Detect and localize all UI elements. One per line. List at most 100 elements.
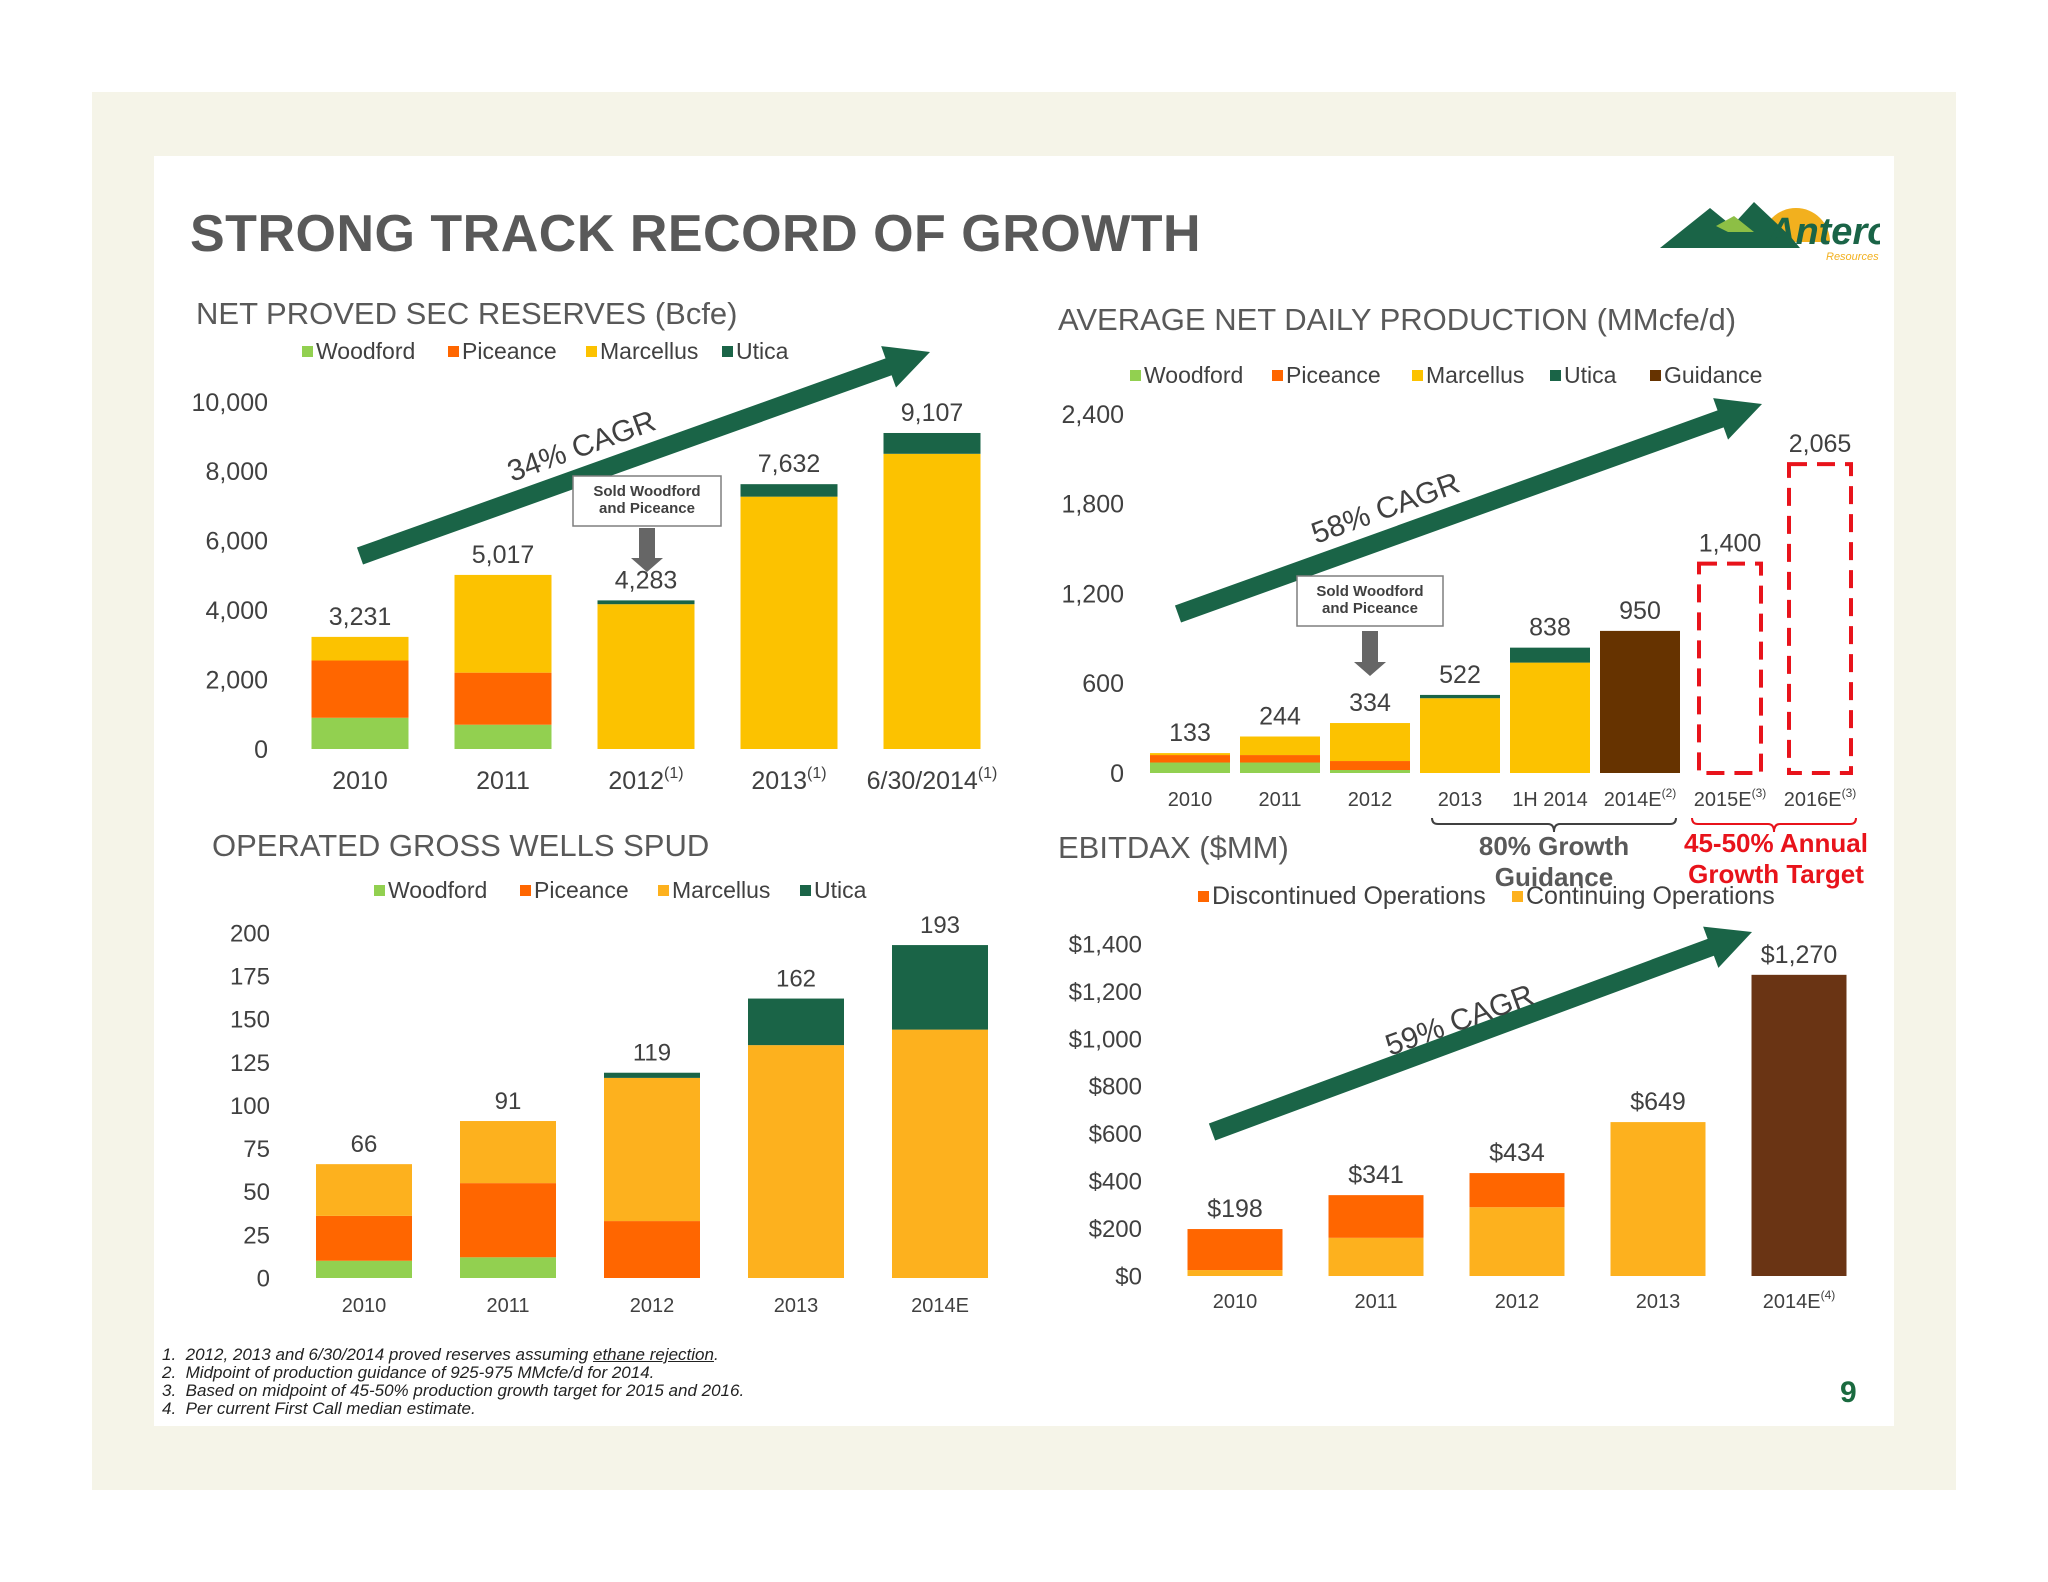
bar-segment xyxy=(892,1029,988,1278)
bar-segment xyxy=(740,496,838,749)
data-label: 162 xyxy=(776,966,816,993)
footnote: 3. Based on midpoint of 45-50% productio… xyxy=(162,1381,745,1400)
legend-swatch xyxy=(1412,370,1423,381)
data-label: $434 xyxy=(1489,1139,1545,1167)
cagr-arrow-icon xyxy=(1208,926,1752,1141)
bar-segment xyxy=(604,1072,700,1078)
legend-label: Woodford xyxy=(1144,362,1243,388)
legend-label: Discontinued Operations xyxy=(1212,882,1486,910)
growth-guidance-label: 80% Growth xyxy=(1479,831,1629,861)
bar-segment xyxy=(1187,1229,1283,1271)
bar-segment xyxy=(883,453,981,749)
x-tick-superscript: (2) xyxy=(1662,786,1677,800)
x-tick-label: 2014E xyxy=(911,1295,969,1317)
growth-target-box xyxy=(1787,462,1853,775)
bar-segment xyxy=(597,600,695,605)
data-label: 133 xyxy=(1169,719,1211,747)
y-tick-label: 0 xyxy=(1110,760,1124,788)
y-tick-label: 25 xyxy=(243,1222,270,1249)
legend-label: Woodford xyxy=(316,338,415,364)
legend-label: Utica xyxy=(736,338,789,364)
data-label: $341 xyxy=(1348,1161,1404,1189)
y-tick-label: $800 xyxy=(1089,1074,1142,1101)
callout-text: Sold Woodford xyxy=(593,483,700,500)
legend-label: Woodford xyxy=(388,877,487,903)
bar-segment xyxy=(1420,698,1500,773)
legend-swatch xyxy=(1512,891,1523,902)
bar-segment xyxy=(454,672,552,725)
footnote-link[interactable]: ethane rejection xyxy=(592,1345,714,1364)
bar-segment xyxy=(454,574,552,673)
y-tick-label: $600 xyxy=(1089,1121,1142,1148)
bar-segment xyxy=(311,717,409,749)
bar-segment xyxy=(1330,723,1410,762)
bar-segment xyxy=(748,1045,844,1278)
callout-text: and Piceance xyxy=(1322,600,1418,617)
callout-box xyxy=(1296,575,1444,627)
bar-segment xyxy=(316,1260,412,1278)
callout-text: Sold Woodford xyxy=(1316,583,1423,600)
slide-title: STRONG TRACK RECORD OF GROWTH xyxy=(190,205,1202,263)
bar-segment xyxy=(597,604,695,749)
y-tick-label: $1,000 xyxy=(1069,1026,1142,1053)
y-tick-label: 200 xyxy=(230,920,270,947)
legend-swatch xyxy=(302,346,313,357)
y-tick-label: 2,000 xyxy=(205,666,268,694)
legend-swatch xyxy=(1550,370,1561,381)
bar-segment xyxy=(1330,770,1410,773)
x-tick-superscript: (1) xyxy=(978,765,998,782)
x-tick-label: 2011 xyxy=(1354,1291,1397,1313)
data-label: 2,065 xyxy=(1789,430,1852,458)
bar-segment xyxy=(1610,1122,1706,1276)
x-tick-label: 2010 xyxy=(332,767,388,795)
x-tick-superscript: (3) xyxy=(1842,786,1857,800)
legend-swatch xyxy=(1272,370,1283,381)
bar-segment xyxy=(1420,694,1500,699)
legend-label: Piceance xyxy=(462,338,557,364)
callout-arrow-icon xyxy=(631,528,663,572)
legend-swatch xyxy=(1130,370,1141,381)
bar-segment xyxy=(1469,1173,1565,1208)
y-tick-label: 0 xyxy=(257,1265,270,1292)
legend-swatch xyxy=(374,885,385,896)
antero-logo: Antero Resources xyxy=(1660,202,1880,263)
callout-text: and Piceance xyxy=(599,500,695,517)
data-label: 7,632 xyxy=(758,450,821,478)
data-label: $1,270 xyxy=(1761,941,1837,969)
y-tick-label: 600 xyxy=(1082,670,1124,698)
legend-label: Utica xyxy=(814,877,867,903)
data-label: 244 xyxy=(1259,703,1301,731)
bar-segment xyxy=(1330,761,1410,771)
data-label: 119 xyxy=(633,1040,671,1067)
data-label: 334 xyxy=(1349,689,1391,717)
data-label: 66 xyxy=(351,1131,378,1158)
y-tick-label: 75 xyxy=(243,1136,270,1163)
data-label: $649 xyxy=(1630,1088,1686,1116)
bar-segment xyxy=(1150,762,1230,773)
growth-target-box xyxy=(1697,561,1763,775)
x-tick-label: 2011 xyxy=(476,767,530,795)
bar-segment xyxy=(311,636,409,661)
logo-wordmark: Antero xyxy=(1767,211,1880,253)
x-tick-label: 2012 xyxy=(630,1295,675,1317)
bar-segment xyxy=(1328,1195,1424,1238)
bar-segment xyxy=(883,432,981,454)
x-tick-label: 2014E(4) xyxy=(1763,1288,1836,1313)
x-tick-superscript: (4) xyxy=(1821,1288,1836,1302)
legend-swatch xyxy=(520,885,531,896)
production-chart-title: AVERAGE NET DAILY PRODUCTION (MMcfe/d) xyxy=(1058,302,1737,337)
data-label: 5,017 xyxy=(472,541,535,569)
x-tick-label: 1H 2014 xyxy=(1512,789,1588,811)
bar-segment xyxy=(604,1077,700,1222)
y-tick-label: 1,800 xyxy=(1061,491,1124,519)
x-tick-label: 2013 xyxy=(1636,1291,1681,1313)
cagr-arrow-icon xyxy=(356,346,931,565)
page-number: 9 xyxy=(1840,1376,1857,1409)
legend-label: Marcellus xyxy=(600,338,698,364)
x-tick-label: 2012 xyxy=(1495,1291,1540,1313)
legend-label: Continuing Operations xyxy=(1526,882,1775,910)
bar-segment xyxy=(1469,1207,1565,1276)
bar-segment xyxy=(604,1221,700,1278)
y-tick-label: 2,400 xyxy=(1061,401,1124,429)
